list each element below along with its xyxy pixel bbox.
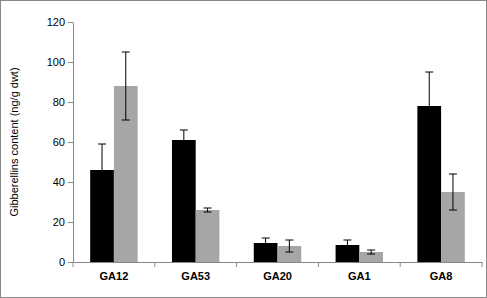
error-cap (98, 144, 106, 145)
error-bar (180, 130, 188, 150)
x-axis-line (74, 262, 483, 263)
chart: 0 20 40 60 80 100 120 GA12 GA53 GA20 GA1 GA8 Gibbere… (0, 0, 487, 298)
x-separator (154, 262, 155, 267)
y-tick-mark (68, 102, 73, 103)
x-tick-label: GA53 (181, 270, 210, 282)
y-tick: 120 (47, 16, 73, 28)
y-tick-label: 120 (47, 16, 65, 28)
x-axis: GA12 GA53 GA20 GA1 GA8 (73, 262, 483, 282)
error-bar (343, 240, 351, 250)
error-cap (204, 208, 212, 209)
error-line (371, 250, 372, 254)
error-cap (367, 254, 375, 255)
error-cap (425, 140, 433, 141)
y-tick: 60 (53, 136, 73, 148)
error-cap (343, 250, 351, 251)
x-tick-label: GA20 (263, 270, 292, 282)
y-tick-mark (68, 142, 73, 143)
y-tick-label: 20 (53, 216, 65, 228)
error-cap (449, 174, 457, 175)
chart-border (1, 1, 487, 298)
error-line (429, 72, 430, 140)
y-tick-mark (68, 22, 73, 23)
x-tick: GA20 (263, 262, 292, 282)
y-tick-label: 80 (53, 96, 65, 108)
y-tick-mark (68, 222, 73, 223)
error-bar (98, 144, 106, 196)
x-tick: GA53 (181, 262, 210, 282)
error-cap (204, 212, 212, 213)
plot: 0 20 40 60 80 100 120 GA12 GA53 GA20 GA1 GA8 (47, 16, 483, 282)
series (114, 52, 465, 262)
series (90, 72, 441, 262)
error-cap (98, 196, 106, 197)
error-line (207, 208, 208, 212)
y-tick: 40 (53, 176, 73, 188)
error-cap (343, 240, 351, 241)
error-line (183, 130, 184, 150)
error-bar (425, 72, 433, 140)
y-tick-label: 40 (53, 176, 65, 188)
x-separator (236, 262, 237, 267)
error-cap (262, 248, 270, 249)
error-bar (367, 250, 375, 254)
error-cap (180, 150, 188, 151)
y-tick-label: 100 (47, 56, 65, 68)
error-cap (122, 52, 130, 53)
x-separator (400, 262, 401, 267)
x-tick-label: GA1 (348, 270, 371, 282)
bar (172, 140, 196, 262)
error-bar (262, 238, 270, 248)
x-tick-label: GA12 (100, 270, 129, 282)
x-tick: GA1 (348, 262, 371, 282)
x-separator (482, 262, 483, 267)
y-axis-title: Gibberellins content (ng/g dwt) (8, 67, 20, 216)
error-bar (449, 174, 457, 210)
error-cap (449, 210, 457, 211)
x-separator (73, 262, 74, 267)
bars (90, 52, 465, 262)
y-tick-mark (68, 62, 73, 63)
error-bar (204, 208, 212, 212)
bar (359, 252, 383, 262)
error-line (289, 240, 290, 252)
error-cap (122, 120, 130, 121)
error-cap (285, 252, 293, 253)
x-tick: GA12 (100, 262, 129, 282)
y-tick: 20 (53, 216, 73, 228)
error-cap (262, 238, 270, 239)
y-tick-label: 60 (53, 136, 65, 148)
error-line (452, 174, 453, 210)
x-tick-label: GA8 (430, 270, 453, 282)
y-axis-line (73, 23, 74, 263)
error-cap (425, 72, 433, 73)
y-tick-mark (68, 182, 73, 183)
y-tick-label: 0 (59, 256, 65, 268)
error-line (347, 240, 348, 250)
error-cap (180, 130, 188, 131)
bar (196, 210, 220, 262)
y-tick: 0 (59, 256, 73, 268)
error-cap (285, 240, 293, 241)
y-axis: 0 20 40 60 80 100 120 (47, 16, 74, 268)
error-line (265, 238, 266, 248)
error-line (102, 144, 103, 196)
x-tick: GA8 (430, 262, 453, 282)
y-tick-mark (68, 262, 73, 263)
error-bar (285, 240, 293, 252)
error-line (125, 52, 126, 120)
error-bar (122, 52, 130, 120)
error-cap (367, 250, 375, 251)
y-tick: 100 (47, 56, 73, 68)
y-tick: 80 (53, 96, 73, 108)
x-separator (318, 262, 319, 267)
